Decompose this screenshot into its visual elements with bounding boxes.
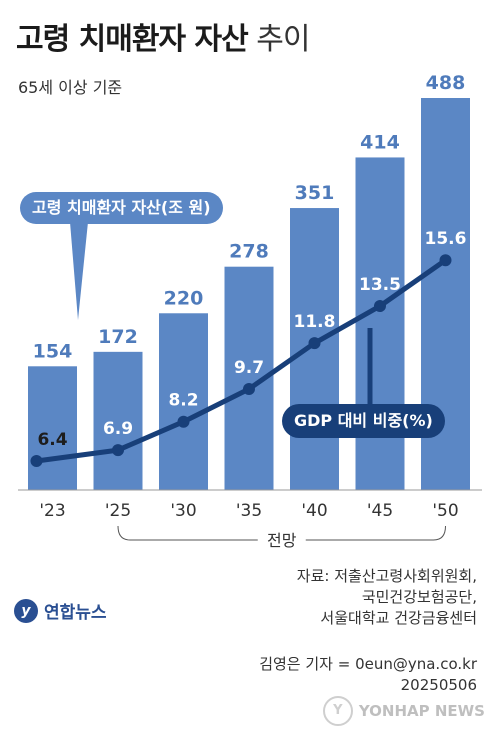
x-tick-label: '25	[105, 501, 131, 521]
gdp-callout: GDP 대비 비중(%)	[282, 404, 445, 438]
x-tick-label: '23	[39, 501, 65, 521]
gdp-share-label: 6.9	[103, 419, 133, 439]
gdp-share-label: 11.8	[294, 312, 336, 332]
chart-title: 고령 치매환자 자산 추이	[16, 14, 310, 58]
logo-text: 연합뉴스	[44, 603, 107, 623]
gdp-share-label: 13.5	[359, 275, 401, 295]
bar-value-label: 220	[164, 287, 204, 309]
gdp-share-label: 9.7	[234, 358, 264, 378]
x-tick-label: '35	[236, 501, 262, 521]
watermark-icon: Y	[322, 696, 353, 726]
x-tick-label: '50	[432, 501, 458, 521]
bar-value-label: 488	[426, 72, 466, 94]
chart-subtitle: 65세 이상 기준	[18, 78, 123, 97]
source-note: 자료: 저출산고령사회위원회, 국민건강보험공단, 서울대학교 건강금융센터	[297, 566, 477, 629]
gdp-share-point	[30, 455, 43, 467]
title-light: 추이	[256, 22, 310, 57]
watermark-text: YONHAP NEWS	[358, 702, 485, 720]
assets-callout-pointer	[70, 222, 88, 320]
watermark: Y YONHAP NEWS	[322, 696, 485, 726]
yonhap-logo-icon: y	[14, 598, 38, 623]
source-line: 국민건강보험공단,	[361, 588, 477, 606]
x-tick-label: '30	[170, 501, 196, 521]
gdp-share-point	[112, 444, 124, 457]
title-bold: 고령 치매환자 자산	[16, 22, 249, 57]
yonhap-logo: y 연합뉴스	[14, 598, 107, 623]
gdp-share-label: 15.6	[425, 229, 467, 249]
assets-callout: 고령 치매환자 자산(조 원)	[20, 192, 223, 224]
gdp-share-point	[439, 254, 452, 267]
byline-date: 20250506	[400, 676, 477, 694]
bar	[93, 351, 143, 490]
bar	[28, 366, 77, 490]
bar-value-label: 154	[33, 340, 73, 362]
forecast-bracket	[117, 525, 446, 541]
gdp-share-label: 8.2	[168, 391, 198, 411]
x-tick-label: '40	[301, 501, 327, 521]
bar-value-label: 172	[98, 326, 138, 348]
bar	[159, 313, 208, 490]
forecast-label: 전망	[267, 531, 297, 550]
x-tick-label: '45	[367, 501, 393, 521]
bar	[355, 157, 405, 490]
gdp-share-point	[243, 382, 255, 395]
gdp-share-point	[374, 300, 386, 313]
byline: 김영은 기자 = 0eun@yna.co.kr 20250506	[259, 654, 477, 696]
gdp-share-point	[177, 415, 190, 428]
source-line: 서울대학교 건강금융센터	[320, 609, 477, 627]
source-line: 자료: 저출산고령사회위원회,	[296, 567, 477, 585]
bar-value-label: 414	[360, 131, 400, 153]
gdp-share-label: 6.4	[37, 430, 67, 450]
byline-author: 김영은 기자 = 0eun@yna.co.kr	[259, 655, 477, 673]
gdp-share-point	[308, 337, 321, 350]
bar-value-label: 351	[295, 182, 335, 204]
bar-value-label: 278	[229, 241, 269, 263]
